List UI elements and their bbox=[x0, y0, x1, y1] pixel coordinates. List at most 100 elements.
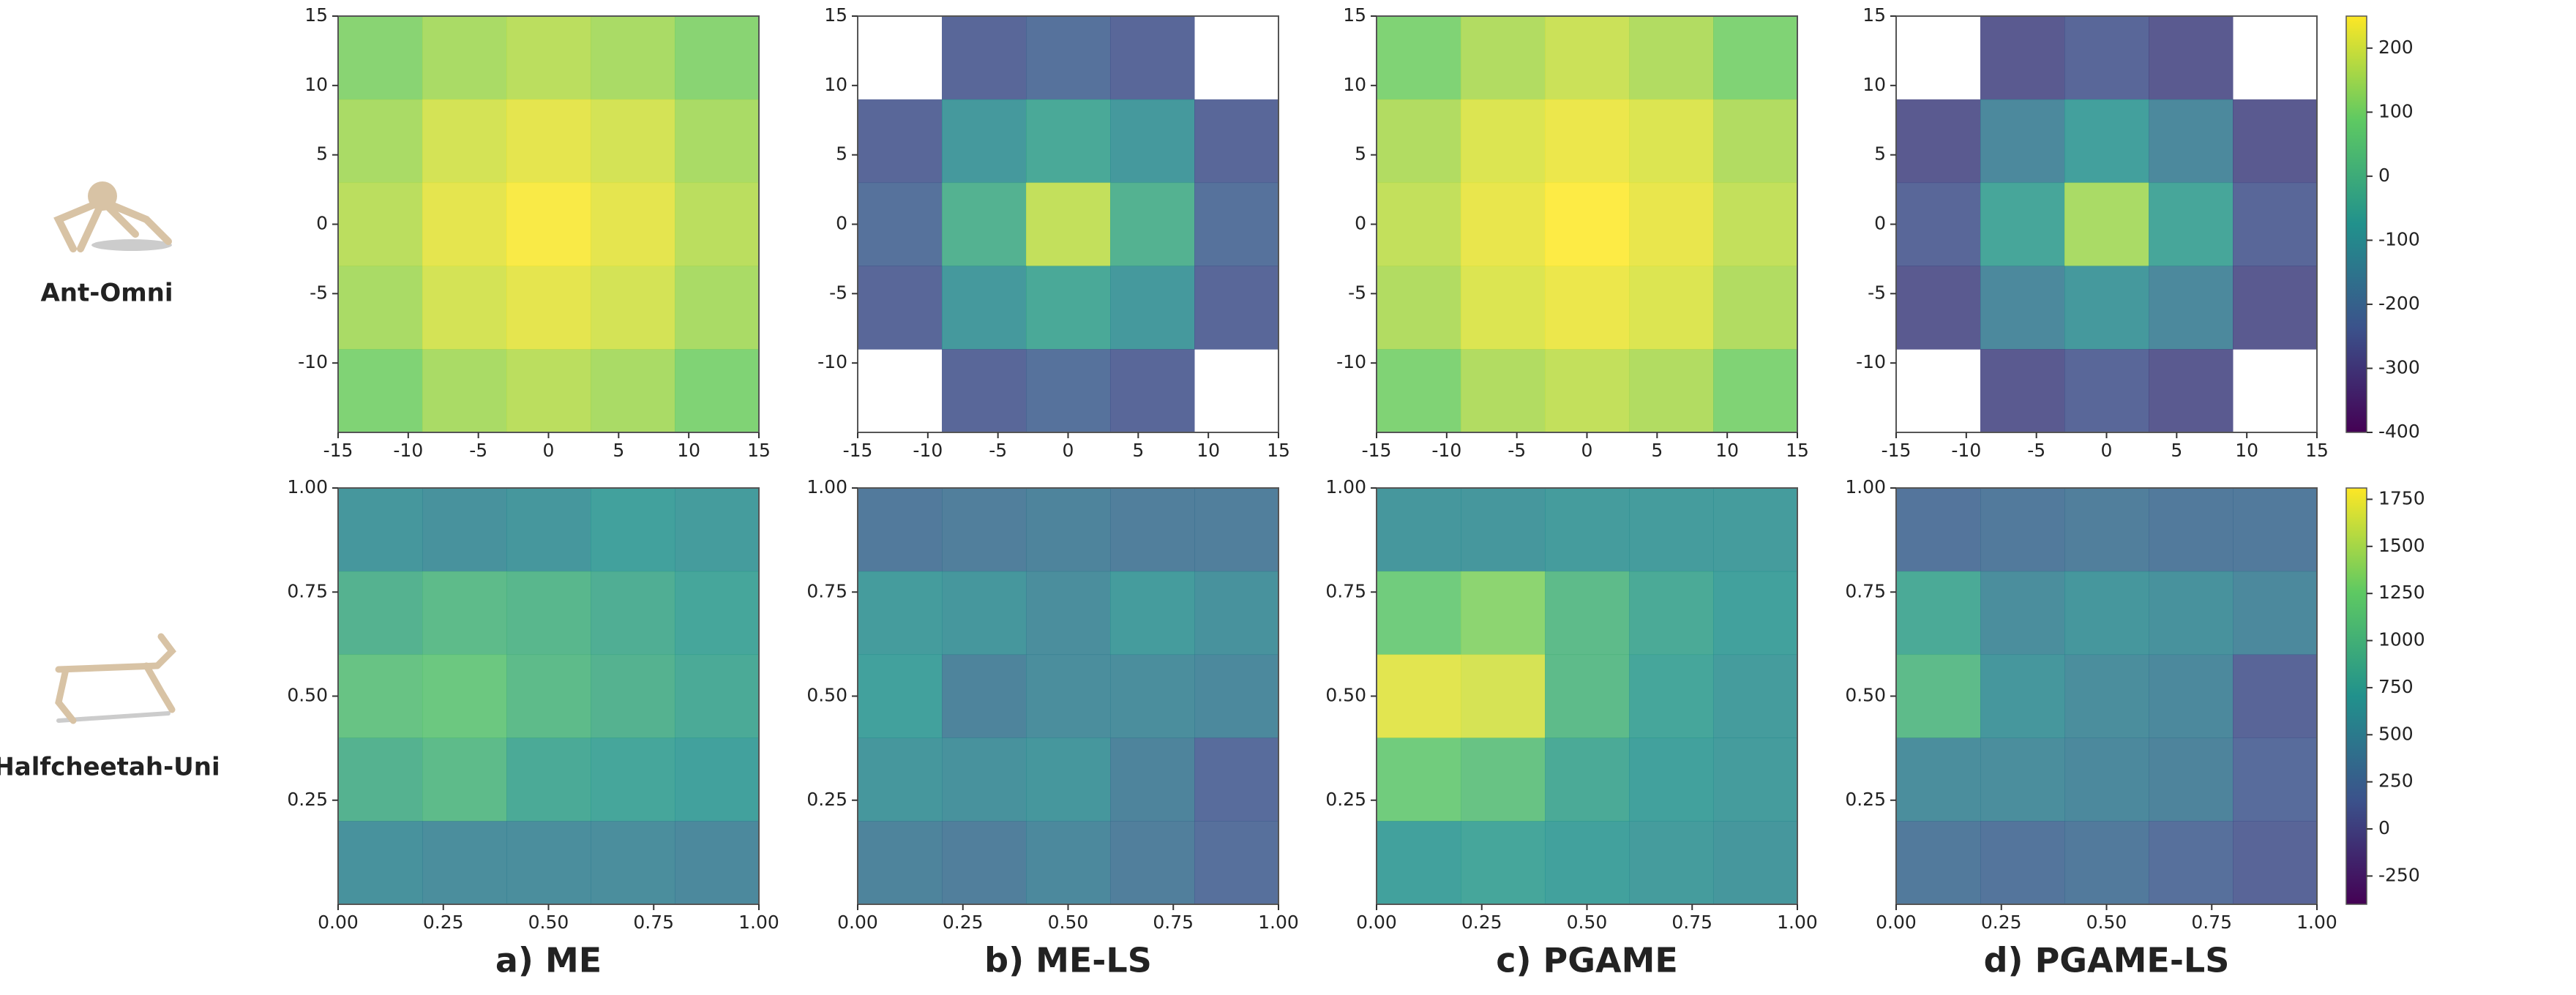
heatmap-cell bbox=[675, 349, 760, 433]
heatmap-cell bbox=[2064, 182, 2149, 266]
heatmap-cell bbox=[1713, 654, 1798, 738]
heatmap-cell bbox=[1896, 737, 1981, 822]
heatmap-cell bbox=[1545, 654, 1630, 738]
heatmap-cell bbox=[1980, 349, 2065, 433]
y-tick-label: -5 bbox=[1868, 282, 1886, 303]
y-tick-label: 0 bbox=[1874, 213, 1886, 234]
colorbar-tick-label: 0 bbox=[2378, 165, 2390, 186]
x-tick-label: 0.25 bbox=[423, 912, 464, 933]
heatmap-cell bbox=[1377, 349, 1461, 433]
y-tick-label: 15 bbox=[1862, 4, 1886, 26]
heatmap-cell bbox=[1377, 654, 1461, 738]
x-tick-label: 0.25 bbox=[1981, 912, 2022, 933]
x-tick-label: 5 bbox=[1132, 440, 1144, 461]
heatmap-cell bbox=[1461, 737, 1546, 822]
x-tick-label: -10 bbox=[1951, 440, 1981, 461]
heatmap-cell bbox=[338, 349, 423, 433]
heatmap-cell bbox=[1377, 571, 1461, 656]
heatmap-cell bbox=[675, 654, 760, 738]
heatmap-cell bbox=[2064, 654, 2149, 738]
heatmap-cell bbox=[1026, 16, 1111, 100]
heatmap-cell bbox=[1545, 266, 1630, 350]
heatmap-cell bbox=[1110, 488, 1195, 572]
heatmap-cell bbox=[858, 571, 943, 656]
heatmap-cell bbox=[942, 821, 1027, 905]
colorbar-tick-label: 200 bbox=[2378, 37, 2414, 58]
heatmap-cell bbox=[2149, 737, 2234, 822]
heatmap-cell bbox=[1110, 821, 1195, 905]
heatmap-cell bbox=[2064, 16, 2149, 100]
heatmap-cell bbox=[1026, 99, 1111, 184]
x-tick-label: 0.50 bbox=[2086, 912, 2127, 933]
y-tick-label: -5 bbox=[1348, 282, 1366, 303]
heatmap-cell bbox=[675, 182, 760, 266]
heatmap-cell bbox=[858, 737, 943, 822]
heatmap-cell bbox=[1545, 16, 1630, 100]
x-tick-label: 0.75 bbox=[633, 912, 674, 933]
heatmap-cell bbox=[1545, 821, 1630, 905]
heatmap-cell bbox=[1377, 737, 1461, 822]
heatmap-cell bbox=[338, 266, 423, 350]
y-tick-label: -5 bbox=[829, 282, 847, 303]
heatmap-cell bbox=[2149, 821, 2234, 905]
heatmap-cell bbox=[1713, 571, 1798, 656]
heatmap-cell bbox=[2064, 571, 2149, 656]
colorbar-tick-label: 500 bbox=[2378, 723, 2414, 744]
heatmap-cell bbox=[2064, 737, 2149, 822]
heatmap-cell bbox=[1896, 266, 1981, 350]
colorbar-tick-label: -200 bbox=[2378, 293, 2420, 314]
column-title: b) ME-LS bbox=[984, 941, 1152, 980]
y-tick-label: 0.50 bbox=[287, 685, 328, 706]
y-tick-label: 10 bbox=[1343, 74, 1366, 95]
heatmap-cell bbox=[1629, 654, 1714, 738]
heatmap-cell bbox=[1377, 99, 1461, 184]
heatmap-cell bbox=[1629, 182, 1714, 266]
colorbar-tick-label: 100 bbox=[2378, 100, 2414, 121]
heatmap-cell bbox=[2149, 654, 2234, 738]
row-label: Ant-Omni bbox=[40, 279, 173, 308]
x-tick-label: 0 bbox=[2101, 440, 2113, 461]
x-tick-label: -10 bbox=[393, 440, 423, 461]
heatmap-cell bbox=[506, 16, 591, 100]
heatmap-cell bbox=[675, 821, 760, 905]
heatmap-cell bbox=[506, 571, 591, 656]
heatmap-cell bbox=[1713, 349, 1798, 433]
x-tick-label: 5 bbox=[613, 440, 624, 461]
x-tick-label: -5 bbox=[2027, 440, 2045, 461]
heatmap-cell bbox=[942, 266, 1027, 350]
heatmap-cell bbox=[1110, 571, 1195, 656]
heatmap-cell bbox=[1194, 99, 1279, 184]
heatmap-cell bbox=[2233, 571, 2318, 656]
heatmap-cell bbox=[338, 571, 423, 656]
heatmap-cell bbox=[1194, 571, 1279, 656]
heatmap-cell bbox=[591, 654, 675, 738]
heatmap-cell bbox=[1545, 737, 1630, 822]
heatmap-cell bbox=[1110, 654, 1195, 738]
heatmap-cell bbox=[1110, 99, 1195, 184]
x-tick-label: 0.00 bbox=[1356, 912, 1397, 933]
heatmap-cell bbox=[1629, 571, 1714, 656]
heatmap-cell bbox=[1377, 182, 1461, 266]
heatmap-cell bbox=[1629, 488, 1714, 572]
heatmap-cell bbox=[1980, 821, 2065, 905]
y-tick-label: 0.25 bbox=[287, 789, 328, 810]
heatmap-cell bbox=[338, 821, 423, 905]
heatmap-cell bbox=[2149, 571, 2234, 656]
heatmap-cell bbox=[675, 266, 760, 350]
x-tick-label: 15 bbox=[747, 440, 771, 461]
x-tick-label: 0.50 bbox=[1048, 912, 1089, 933]
x-tick-label: -10 bbox=[913, 440, 943, 461]
colorbar-tick-label: 0 bbox=[2378, 817, 2390, 838]
heatmap-cell bbox=[1713, 737, 1798, 822]
colorbar-tick-label: 1000 bbox=[2378, 629, 2425, 650]
ant-icon bbox=[53, 181, 172, 252]
heatmap-cell bbox=[2233, 99, 2318, 184]
y-tick-label: 0.25 bbox=[1845, 789, 1886, 810]
heatmap-cell bbox=[591, 16, 675, 100]
heatmap-cell bbox=[422, 488, 507, 572]
y-tick-label: 0.50 bbox=[1845, 685, 1886, 706]
y-tick-label: 5 bbox=[1874, 143, 1886, 165]
heatmap-cell bbox=[1461, 16, 1546, 100]
heatmap-cell bbox=[506, 99, 591, 184]
heatmap-cell bbox=[1194, 266, 1279, 350]
